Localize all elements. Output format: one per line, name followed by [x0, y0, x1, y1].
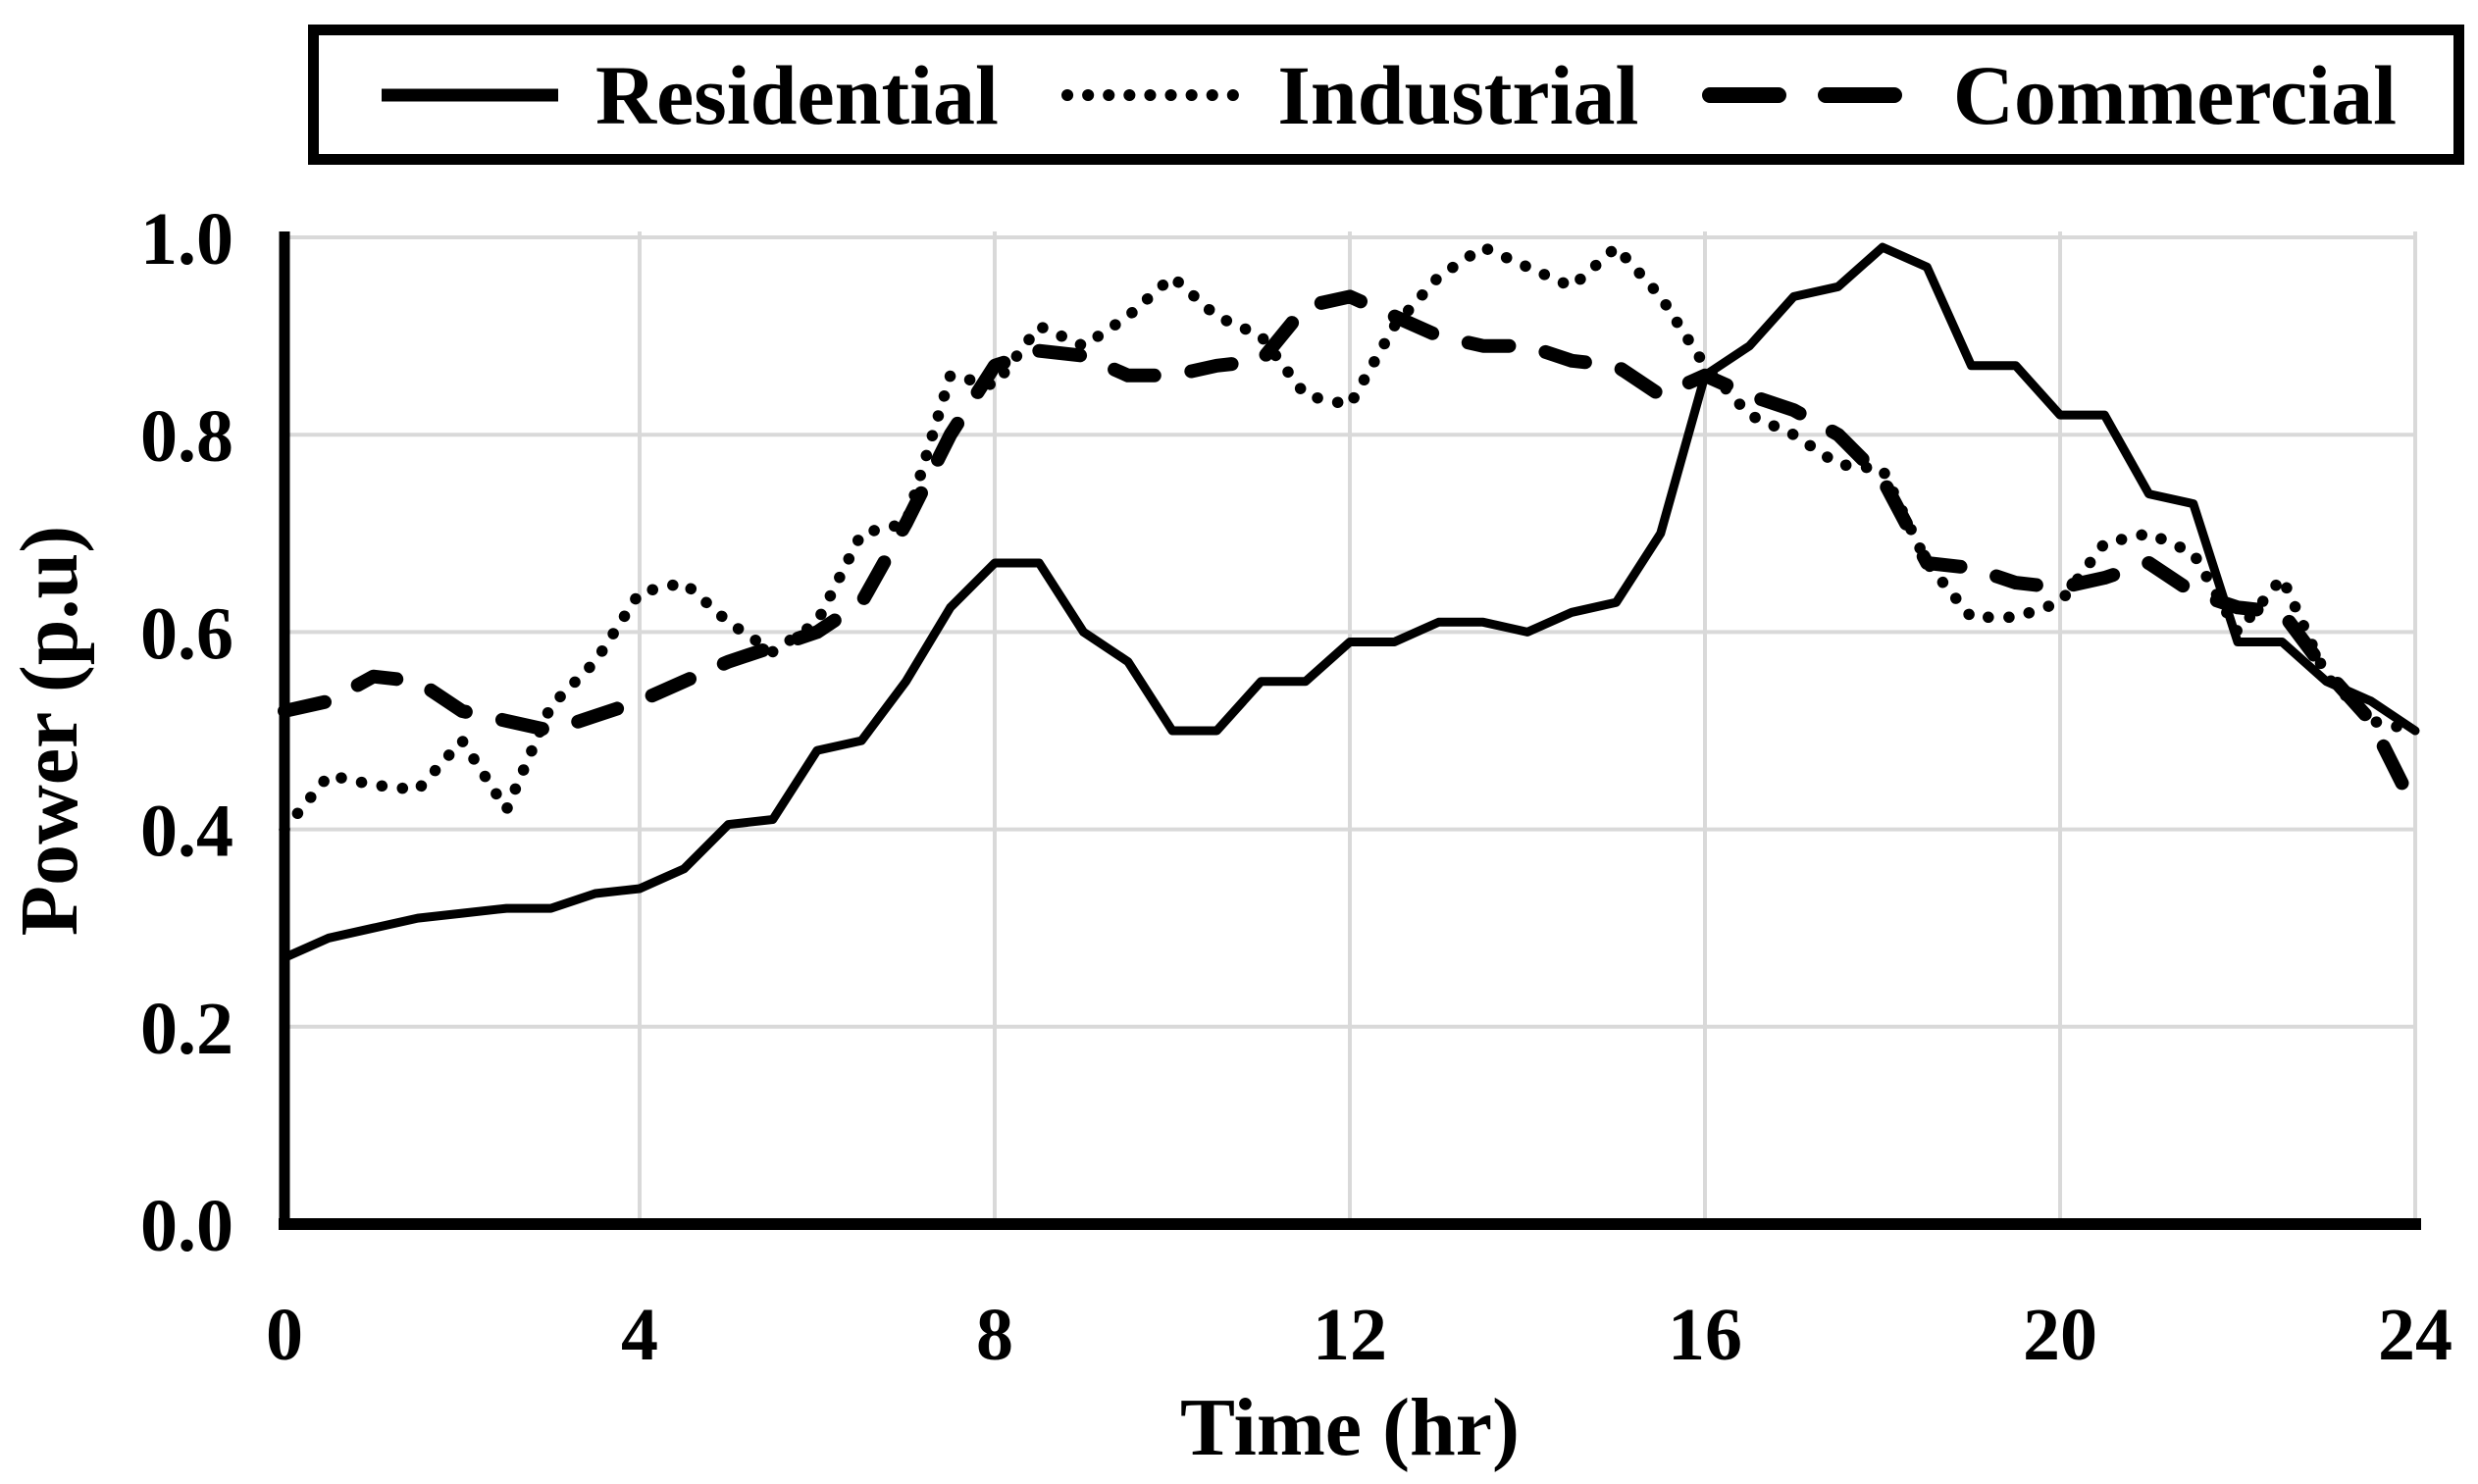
legend: Residential Industrial Commercial: [308, 25, 2464, 165]
y-tick-label: 1.0: [140, 198, 233, 281]
gridlines: [284, 231, 2417, 1224]
y-tick-label: 0.6: [140, 592, 233, 675]
series-lines: [278, 241, 2422, 962]
legend-label-industrial: Industrial: [1277, 47, 1639, 142]
x-tick-label: 20: [2023, 1294, 2097, 1376]
y-tick-label: 0.0: [140, 1185, 233, 1267]
y-axis-title: Power (p.u): [4, 526, 95, 936]
tick-labels: 0 4 8 12 16 20 24 0.0 0.2 0.4 0.6 0.8 1.0: [140, 198, 2452, 1376]
x-axis-title: Time (hr): [1180, 1382, 1520, 1473]
x-tick-label: 0: [266, 1294, 303, 1376]
legend-entry-industrial: Industrial: [1059, 53, 1638, 137]
dashed-line-icon: [1701, 86, 1922, 103]
series-commercial-line: [278, 289, 2422, 817]
x-tick-label: 16: [1668, 1294, 1742, 1376]
solid-line-icon: [382, 88, 558, 101]
legend-label-residential: Residential: [595, 47, 999, 142]
x-tick-label: 8: [976, 1294, 1013, 1376]
legend-entry-residential: Residential: [376, 53, 999, 137]
x-tick-label: 24: [2378, 1294, 2452, 1376]
x-tick-label: 12: [1313, 1294, 1387, 1376]
legend-entry-commercial: Commercial: [1700, 53, 2397, 137]
y-tick-label: 0.8: [140, 395, 233, 478]
x-tick-label: 4: [621, 1294, 658, 1376]
legend-label-commercial: Commercial: [1952, 47, 2397, 142]
dotted-line-icon: [1061, 88, 1247, 101]
y-tick-label: 0.2: [140, 988, 233, 1070]
series-residential-line: [280, 242, 2420, 962]
y-tick-label: 0.4: [140, 791, 233, 873]
